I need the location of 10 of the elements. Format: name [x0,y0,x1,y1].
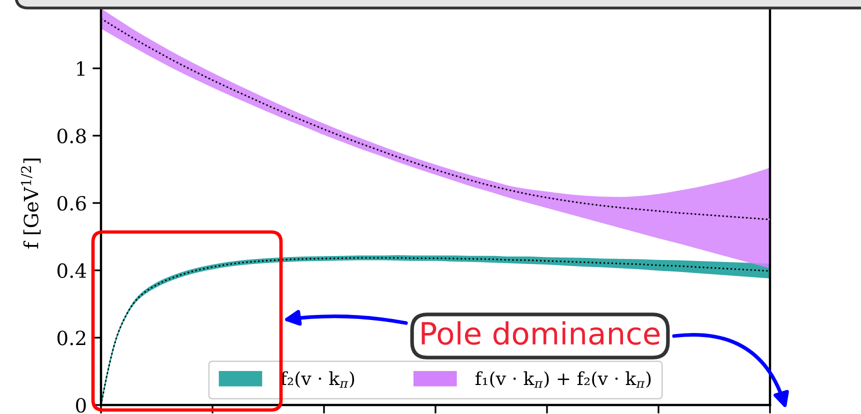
y-tick-label: 0.4 [57,263,86,278]
y-tick-label: 0 [76,398,86,413]
y-tick-label: 0.2 [57,330,86,346]
y-tick-label: 1 [77,61,84,76]
annotation: Pole dominance [422,321,660,345]
y-axis-title: f [GeV$^{1/2}$] [20,158,41,248]
legend-label: f₁(v · k$_{π}$) + f₂(v · k$_{π}$) [476,371,651,388]
y-tick-label: 0.8 [57,128,86,144]
legend-label: f₂(v · k$_{π}$) [280,371,354,388]
y-tick-label: 0.6 [57,196,86,211]
